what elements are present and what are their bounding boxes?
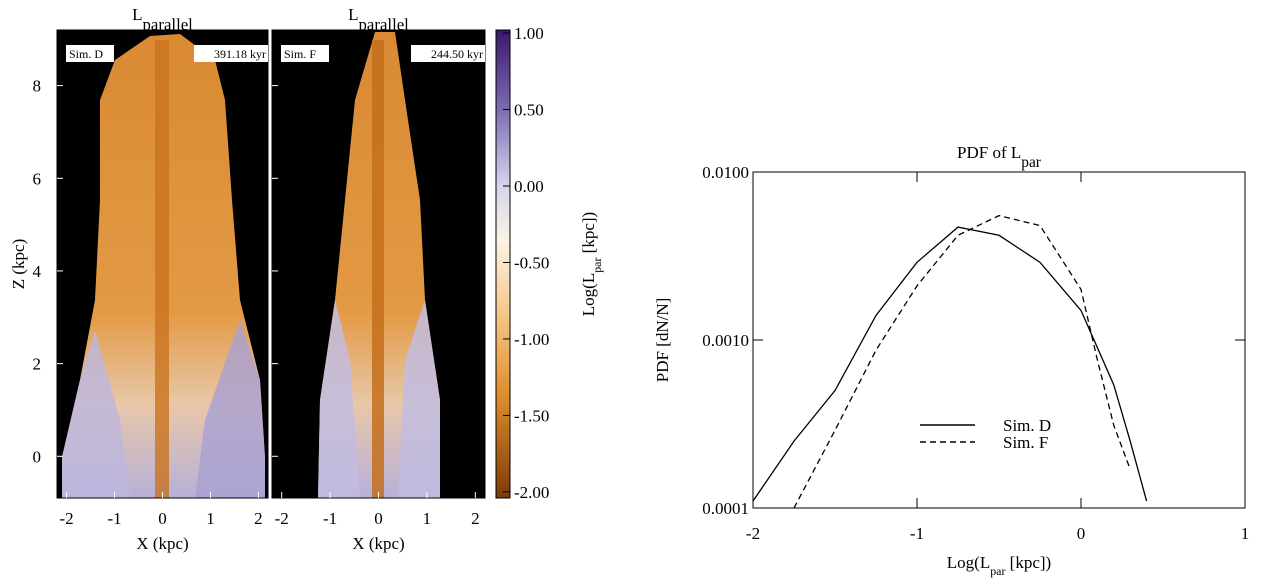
y-tick-label: 8 <box>33 77 42 96</box>
plume-edge <box>398 300 440 498</box>
chart-title-sub: par <box>1021 154 1041 171</box>
time-label: 244.50 kyr <box>431 47 483 61</box>
x-axis-label-tail: [kpc]) <box>1005 553 1051 572</box>
x-tick-label: 1 <box>206 509 215 528</box>
x-axis-label: X (kpc) <box>136 534 188 553</box>
sim-label: Sim. D <box>69 47 103 61</box>
jet <box>155 40 169 498</box>
x-tick-label: 1 <box>423 509 432 528</box>
plume-edge <box>318 300 360 498</box>
x-tick-label: 0 <box>158 509 167 528</box>
series-line <box>752 226 1148 502</box>
colorbar-label-tail: [kpc]) <box>579 212 598 258</box>
colorbar-tick-label: -1.00 <box>514 330 549 349</box>
colorbar <box>495 29 511 499</box>
y-tick-label: 2 <box>33 355 42 374</box>
x-tick-label: -1 <box>323 509 337 528</box>
chart-title: PDF of Lpar <box>957 143 1041 171</box>
label-box <box>281 45 329 62</box>
label-box <box>411 45 485 62</box>
legend-label: Sim. F <box>1003 433 1048 452</box>
x-tick-label: -1 <box>910 524 924 543</box>
time-label: 391.18 kyr <box>214 47 266 61</box>
plume-edge <box>62 330 130 498</box>
y-axis-label: Z (kpc) <box>9 239 28 290</box>
y-axis-label: PDF [dN/N] <box>653 298 672 383</box>
x-tick-label: -2 <box>60 509 74 528</box>
panel-title: Lparallel <box>132 5 193 34</box>
colorbar-tick-label: -1.50 <box>514 406 549 425</box>
label-box <box>66 45 114 62</box>
colorbar-tick-label: 0.50 <box>514 101 544 120</box>
y-tick-label: 0.0100 <box>702 163 749 182</box>
panel-title-sub: parallel <box>359 15 410 34</box>
label-box <box>194 45 268 62</box>
y-tick-label: 0.0010 <box>702 331 749 350</box>
x-axis-label: Log(Lpar [kpc]) <box>947 553 1051 578</box>
x-axis-label: X (kpc) <box>352 534 404 553</box>
panel-title-base: L <box>348 5 358 24</box>
y-tick-label: 4 <box>33 262 42 281</box>
colorbar-label-base: Log(L <box>579 273 598 316</box>
x-tick-label: -1 <box>107 509 121 528</box>
x-tick-label: 2 <box>471 509 480 528</box>
colorbar-tick-label: 0.00 <box>514 177 544 196</box>
colorbar-tick-label: 1.00 <box>514 24 544 43</box>
jet <box>372 40 384 498</box>
y-tick-label: 0.0001 <box>702 499 749 518</box>
colorbar-tick-label: -2.00 <box>514 483 549 502</box>
panel-title: Lparallel <box>348 5 409 34</box>
x-tick-label: -2 <box>746 524 760 543</box>
legend-label: Sim. D <box>1003 416 1051 435</box>
x-axis-label-base: Log(L <box>947 553 990 572</box>
x-tick-label: 1 <box>1241 524 1250 543</box>
panel-title-base: L <box>132 5 142 24</box>
x-axis-label-sub: par <box>990 564 1005 578</box>
plot-frame <box>752 171 1246 509</box>
series-line <box>793 214 1131 509</box>
y-tick-label: 0 <box>33 447 42 466</box>
x-tick-label: 2 <box>254 509 263 528</box>
x-tick-label: 0 <box>374 509 383 528</box>
sim-label: Sim. F <box>284 47 316 61</box>
panel-title-sub: parallel <box>143 15 194 34</box>
chart-title-base: PDF of L <box>957 143 1021 162</box>
colorbar-label-sub: par <box>590 258 604 273</box>
y-tick-label: 6 <box>33 169 42 188</box>
colorbar-label: Log(Lpar [kpc]) <box>579 212 604 316</box>
x-tick-label: 0 <box>1077 524 1086 543</box>
x-tick-label: -2 <box>275 509 289 528</box>
plume-edge <box>195 320 265 498</box>
colorbar-tick-label: -0.50 <box>514 253 549 272</box>
